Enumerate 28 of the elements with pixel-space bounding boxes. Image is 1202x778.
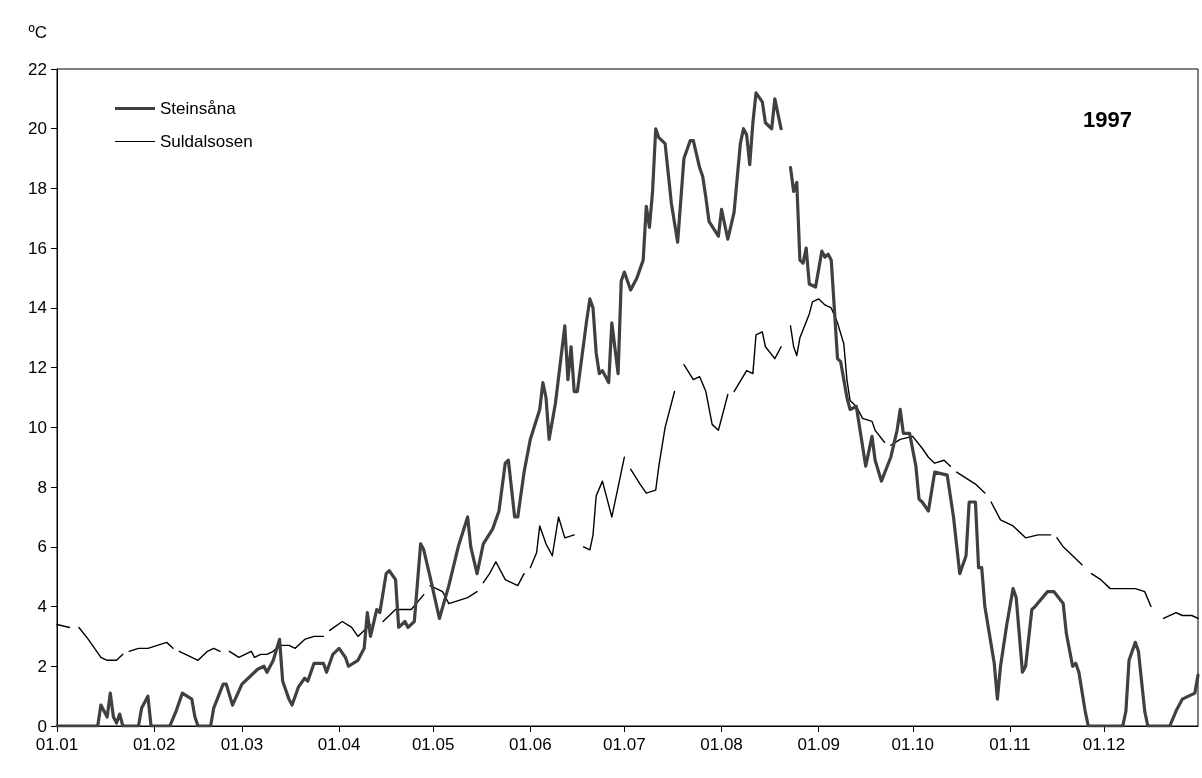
y-tick-label: 4 xyxy=(37,597,47,617)
y-tick-label: 14 xyxy=(28,298,47,318)
y-tick-label: 0 xyxy=(37,716,47,736)
legend-label: Steinsåna xyxy=(160,99,237,118)
x-tick-label: 01.03 xyxy=(220,735,264,754)
x-tick-label: 01.10 xyxy=(891,735,935,754)
annotation: 1997 xyxy=(1083,106,1133,132)
y-axis-title: ºC xyxy=(28,23,47,42)
y-tick-label: 20 xyxy=(28,119,47,139)
x-tick-label: 01.08 xyxy=(700,735,743,754)
legend-label: Suldalsosen xyxy=(160,132,253,151)
x-tick-label: 01.06 xyxy=(509,735,552,754)
y-tick-label: 8 xyxy=(37,477,47,497)
y-tick-label: 22 xyxy=(28,59,47,79)
x-tick-label: 01.01 xyxy=(35,735,79,754)
x-tick-label: 01.05 xyxy=(411,735,455,754)
y-tick-label: 2 xyxy=(37,656,47,676)
y-tick-label: 12 xyxy=(28,358,47,378)
x-tick-label: 01.02 xyxy=(132,735,176,754)
x-tick-label: 01.12 xyxy=(1082,735,1126,754)
x-tick-label: 01.04 xyxy=(317,735,361,754)
y-tick-label: 10 xyxy=(28,417,47,437)
x-tick-label: 01.11 xyxy=(989,735,1031,754)
y-tick-label: 18 xyxy=(28,178,47,198)
x-tick-label: 01.07 xyxy=(603,735,646,754)
y-tick-label: 6 xyxy=(37,537,47,557)
x-tick-label: 01.09 xyxy=(797,735,840,754)
y-tick-label: 16 xyxy=(28,238,47,258)
